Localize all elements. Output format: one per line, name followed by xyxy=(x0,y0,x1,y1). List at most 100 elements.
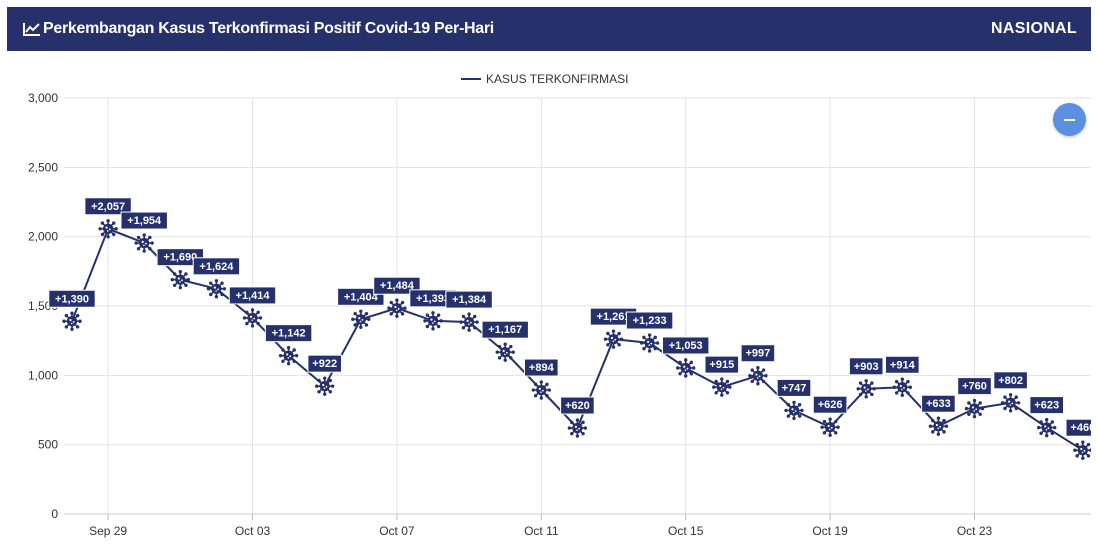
data-label-text: +1,167 xyxy=(488,324,522,336)
data-label-text: +915 xyxy=(709,359,734,371)
data-label-text: +1,404 xyxy=(344,291,379,303)
data-label: +747 xyxy=(776,378,812,397)
x-tick-label: Oct 23 xyxy=(957,524,993,538)
data-label: +1,954 xyxy=(120,211,168,230)
y-tick-label: 1,000 xyxy=(28,368,58,382)
data-label-text: +1,690 xyxy=(163,252,197,264)
x-tick-label: Sep 29 xyxy=(89,524,127,538)
virus-icon xyxy=(820,417,840,437)
data-label-text: +1,414 xyxy=(236,290,271,302)
virus-icon xyxy=(98,219,118,239)
virus-icon xyxy=(206,279,227,299)
data-label: +626 xyxy=(812,395,848,414)
x-tick-label: Oct 19 xyxy=(812,524,848,538)
y-tick-label: 0 xyxy=(51,507,58,521)
legend[interactable]: KASUS TERKONFIRMASI xyxy=(461,72,628,86)
data-label-text: +460 xyxy=(1070,422,1095,434)
data-label: +620 xyxy=(560,396,595,415)
data-label: +1,384 xyxy=(445,290,493,309)
collapse-button[interactable] xyxy=(1053,103,1086,136)
data-label: +2,057 xyxy=(84,197,132,216)
virus-icon xyxy=(423,311,443,331)
virus-icon xyxy=(1037,417,1057,438)
data-label-text: +633 xyxy=(926,398,951,410)
data-label-text: +1,484 xyxy=(380,280,415,292)
grid xyxy=(64,97,1091,514)
data-label-text: +747 xyxy=(782,382,807,394)
data-label-text: +894 xyxy=(529,362,555,374)
data-label: +1,414 xyxy=(228,286,277,305)
data-label-text: +1,384 xyxy=(452,294,487,306)
data-label-text: +1,261 xyxy=(597,311,631,323)
virus-icon xyxy=(784,400,804,421)
data-label: +802 xyxy=(993,371,1028,390)
data-label: +997 xyxy=(740,344,776,363)
x-tick-label: Oct 11 xyxy=(524,524,559,538)
virus-icon xyxy=(242,308,263,328)
virus-icon xyxy=(603,329,624,349)
data-label: +1,624 xyxy=(192,257,241,276)
data-label: +623 xyxy=(1029,396,1065,415)
data-label: +460 xyxy=(1065,418,1095,437)
virus-icon xyxy=(387,298,407,318)
legend-label[interactable]: KASUS TERKONFIRMASI xyxy=(486,72,628,86)
chart-header: Perkembangan Kasus Terkonfirmasi Positif… xyxy=(7,7,1091,51)
region-label: NASIONAL xyxy=(991,20,1077,37)
data-label: +914 xyxy=(885,355,920,374)
virus-icon xyxy=(134,233,154,253)
data-label-text: +1,233 xyxy=(633,315,667,327)
virus-icon xyxy=(676,358,696,378)
virus-icon xyxy=(531,380,551,400)
data-label-text: +903 xyxy=(854,361,879,373)
virus-icon xyxy=(1073,440,1091,460)
virus-icon xyxy=(567,418,588,438)
virus-icon xyxy=(495,342,515,362)
data-label: +915 xyxy=(704,355,740,374)
virus-icon xyxy=(748,366,768,386)
title-wrap: Perkembangan Kasus Terkonfirmasi Positif… xyxy=(23,20,494,38)
virus-icon xyxy=(928,416,949,436)
data-label: +1,167 xyxy=(481,320,529,339)
x-tick-label: Oct 15 xyxy=(668,524,704,538)
virus-icon xyxy=(712,377,732,397)
data-label-text: +2,057 xyxy=(91,201,125,213)
virus-icon xyxy=(856,379,876,399)
data-label: +1,261 xyxy=(589,307,638,326)
virus-icon xyxy=(170,269,190,290)
virus-icon xyxy=(278,345,299,366)
x-tick-label: Oct 07 xyxy=(379,524,415,538)
data-label: +1,053 xyxy=(662,336,710,355)
data-label: +1,393 xyxy=(409,289,457,308)
data-label-text: +1,142 xyxy=(272,328,306,340)
y-tick-label: 2,000 xyxy=(28,230,58,244)
virus-icon xyxy=(459,312,479,332)
data-label-text: +802 xyxy=(998,375,1023,387)
data-label-text: +1,393 xyxy=(416,293,450,305)
data-label-text: +760 xyxy=(962,381,987,393)
y-tick-label: 3,000 xyxy=(28,91,58,105)
data-label: +1,404 xyxy=(337,287,385,306)
data-label: +633 xyxy=(921,394,956,413)
virus-icon xyxy=(351,309,371,330)
virus-icon xyxy=(1000,393,1021,413)
data-label-text: +626 xyxy=(818,399,843,411)
line-chart-icon xyxy=(23,23,40,36)
data-label-text: +623 xyxy=(1034,400,1059,412)
data-label-text: +1,954 xyxy=(127,215,162,227)
virus-icon xyxy=(315,376,335,396)
data-label: +922 xyxy=(307,354,342,373)
y-tick-label: 2,500 xyxy=(28,160,58,174)
virus-icon xyxy=(892,377,912,397)
data-label: +1,690 xyxy=(156,248,205,267)
x-tick-label: Oct 03 xyxy=(235,524,271,538)
data-label-text: +1,053 xyxy=(669,340,703,352)
virus-icon xyxy=(62,311,82,331)
data-label-text: +1,624 xyxy=(199,261,234,273)
y-tick-label: 500 xyxy=(38,438,58,452)
data-label-text: +620 xyxy=(565,400,590,412)
virus-icon xyxy=(964,398,985,419)
chart-title: Perkembangan Kasus Terkonfirmasi Positif… xyxy=(43,20,494,37)
